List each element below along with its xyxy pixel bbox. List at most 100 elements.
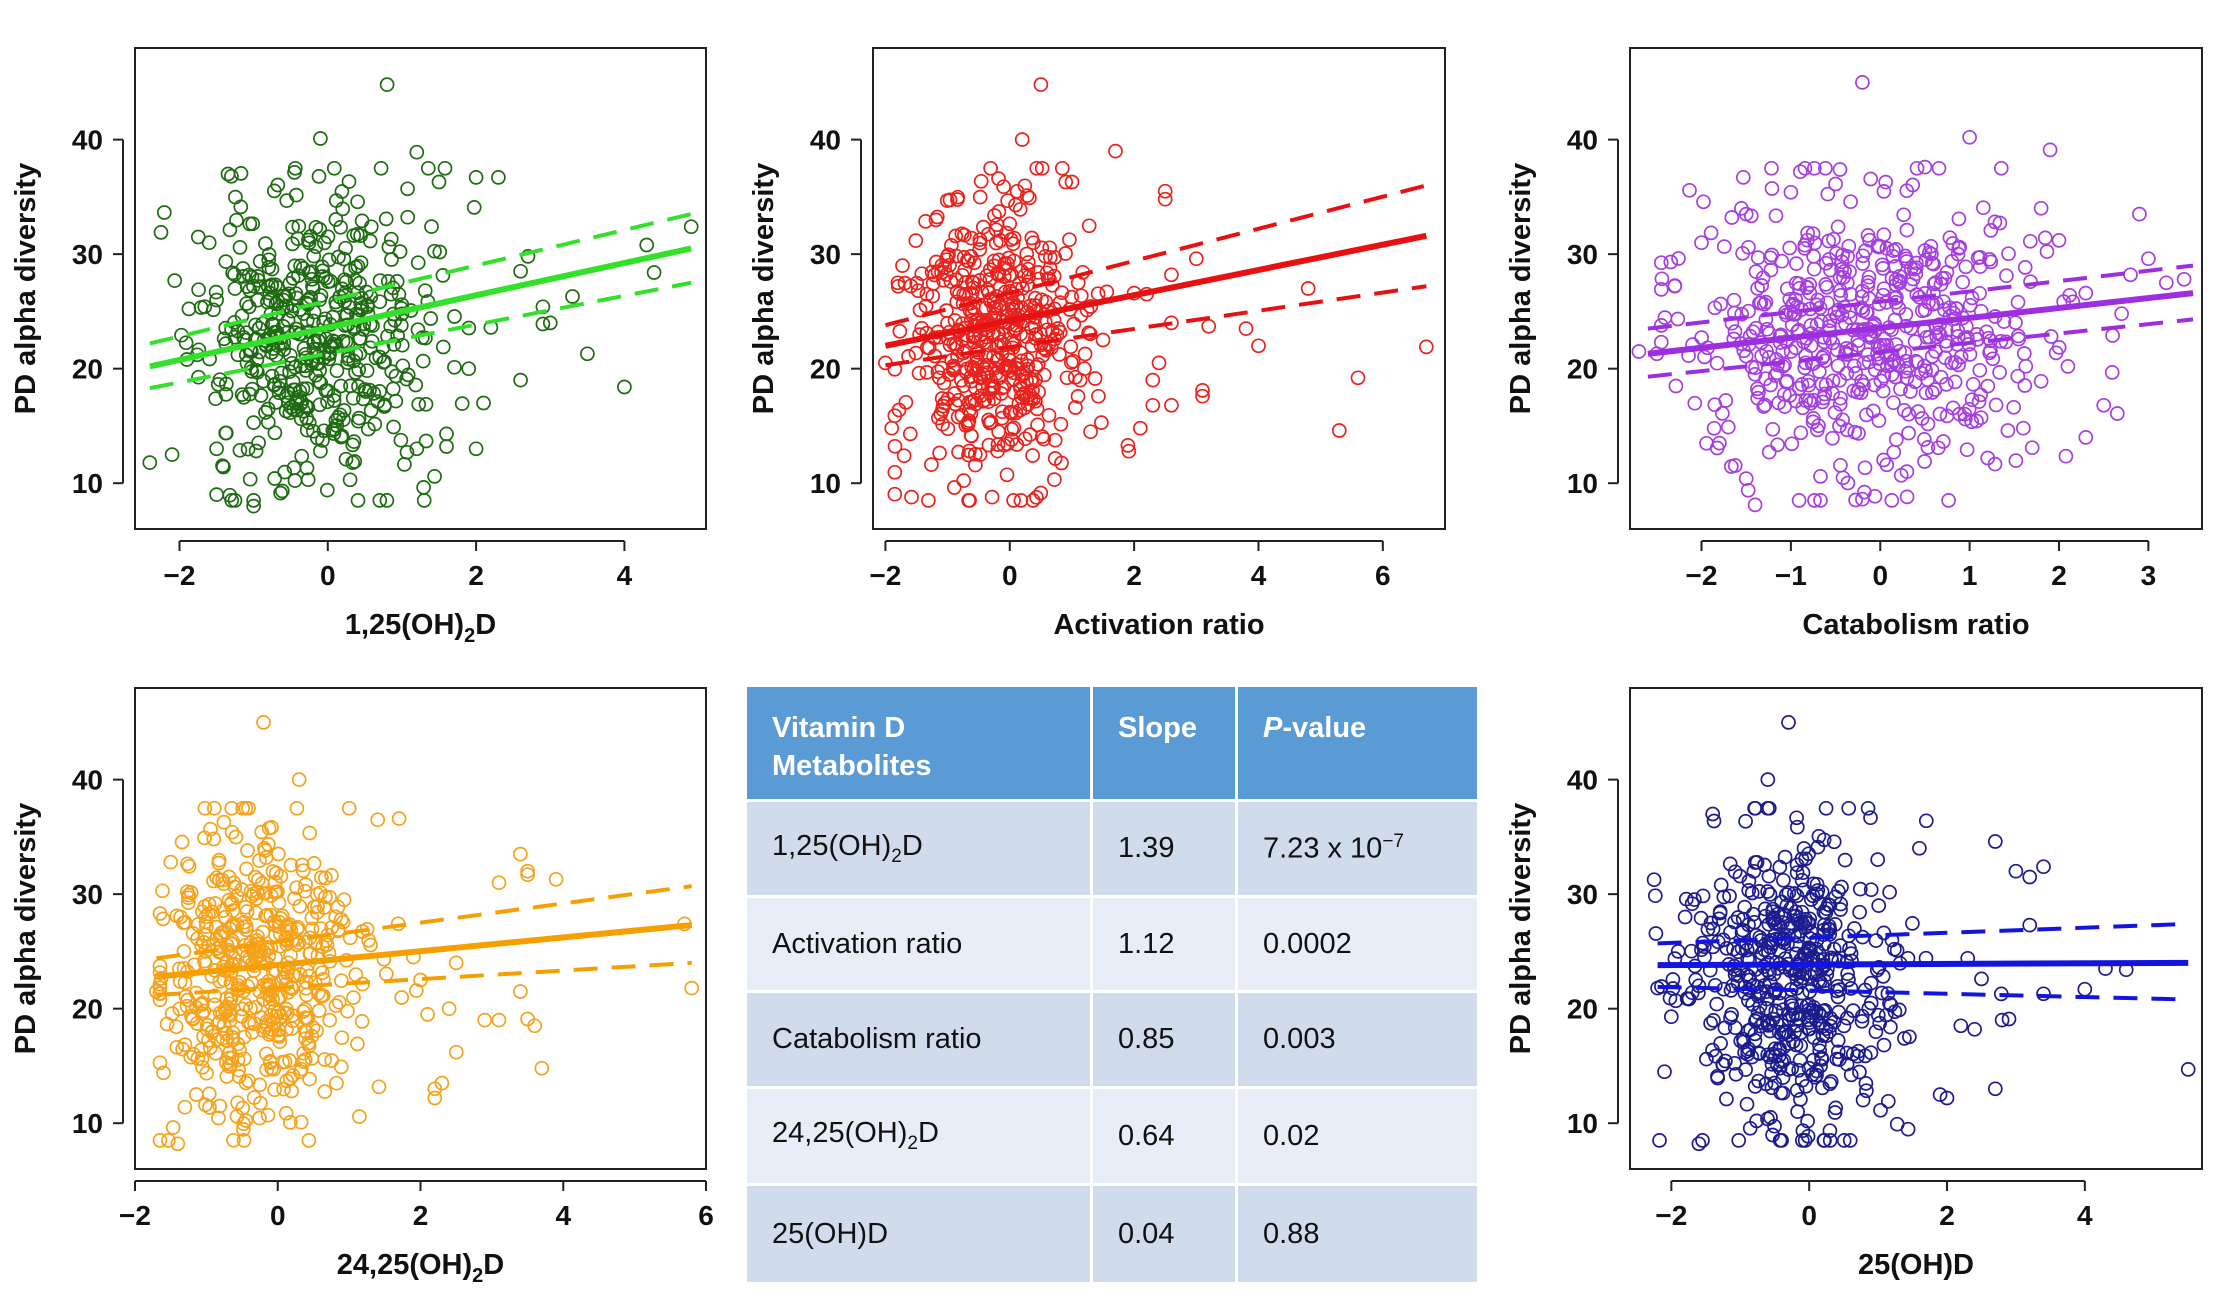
data-point <box>1870 852 1886 867</box>
data-point <box>1829 245 1844 261</box>
data-point <box>1908 266 1924 282</box>
data-point <box>1033 77 1049 92</box>
data-point <box>1803 1008 1818 1024</box>
data-point <box>1941 493 1956 508</box>
data-point <box>1195 388 1210 404</box>
data-point <box>1788 340 1804 356</box>
data-point <box>1791 1062 1807 1078</box>
data-point <box>939 193 955 208</box>
data-point <box>275 1054 290 1070</box>
data-point <box>152 906 168 921</box>
data-point <box>1083 424 1098 440</box>
data-point <box>307 975 323 991</box>
data-point <box>420 1007 435 1022</box>
data-point <box>377 397 392 413</box>
ci-upper-line <box>1657 921 2189 946</box>
data-point <box>321 345 337 361</box>
data-point <box>1722 856 1738 872</box>
data-point <box>908 233 924 248</box>
data-point <box>978 365 994 381</box>
data-point <box>334 1030 350 1046</box>
data-point <box>999 467 1015 483</box>
data-point <box>1090 286 1106 302</box>
data-point <box>333 912 349 927</box>
data-point <box>435 268 451 283</box>
data-point <box>239 949 255 964</box>
data-point <box>156 1065 171 1081</box>
x-tick-label: 4 <box>2077 1200 2093 1231</box>
data-point <box>353 302 368 318</box>
scatter-points <box>142 77 699 514</box>
data-point <box>334 184 350 199</box>
data-point <box>1818 255 1834 271</box>
data-point <box>1749 1113 1764 1129</box>
data-point <box>981 437 997 453</box>
data-point <box>1899 222 1915 238</box>
data-point <box>996 337 1012 353</box>
data-point <box>285 271 301 286</box>
data-point <box>1959 442 1975 458</box>
data-point <box>1058 174 1074 190</box>
data-point <box>2010 368 2026 384</box>
data-point <box>1709 996 1725 1012</box>
data-point <box>1789 888 1805 904</box>
x-tick-label: 0 <box>270 1200 286 1231</box>
data-point <box>1794 851 1810 867</box>
data-point <box>336 403 352 418</box>
data-point <box>1924 362 1940 378</box>
data-point <box>250 292 265 308</box>
data-point <box>258 405 273 420</box>
data-point <box>1855 491 1870 507</box>
panel-top-left: −2 0 2 4 10 20 30 40 1,25(OH)2D PD alpha diversit… <box>10 47 707 647</box>
data-point <box>1781 885 1797 901</box>
data-point <box>1803 395 1819 411</box>
data-point <box>1810 973 1826 989</box>
data-point <box>468 441 484 457</box>
cell-slope: 1.12 <box>1093 898 1235 990</box>
data-point <box>225 1032 241 1048</box>
data-point <box>1788 256 1804 271</box>
data-point <box>253 1095 268 1111</box>
data-point <box>1923 238 1939 254</box>
data-point <box>935 402 950 417</box>
data-point <box>1800 1113 1815 1129</box>
data-point <box>986 381 1001 397</box>
cell-metabolite: Activation ratio <box>747 898 1090 990</box>
data-point <box>1806 355 1822 371</box>
data-point <box>352 275 367 291</box>
data-point <box>435 339 451 355</box>
data-point <box>272 1034 288 1049</box>
data-point <box>410 255 426 271</box>
x-tick-label: 2 <box>2051 560 2067 591</box>
fit-line <box>1647 290 2194 357</box>
data-point <box>201 235 217 251</box>
data-point <box>1837 852 1853 868</box>
data-point <box>372 294 388 310</box>
data-point <box>2033 200 2049 216</box>
data-point <box>170 1136 186 1152</box>
data-point <box>338 274 354 290</box>
data-point <box>928 212 944 228</box>
data-point <box>415 353 431 369</box>
x-tick-label: −2 <box>869 560 901 591</box>
data-point <box>912 302 928 318</box>
x-axis-label: 1,25(OH)2D <box>345 609 496 647</box>
scatter-points <box>1646 715 2196 1152</box>
data-point <box>271 846 286 862</box>
data-point <box>2104 365 2120 380</box>
data-point <box>914 320 930 336</box>
data-point <box>188 1087 204 1102</box>
data-point <box>1727 864 1743 880</box>
ci-lower-line <box>1647 317 2194 379</box>
data-point <box>1027 290 1043 306</box>
data-point <box>254 824 270 840</box>
data-point <box>1157 183 1173 199</box>
data-point <box>250 929 265 944</box>
data-point <box>354 1014 370 1029</box>
data-point <box>535 316 551 332</box>
data-point <box>1094 415 1109 430</box>
data-point <box>323 273 338 289</box>
data-point <box>2010 294 2026 310</box>
data-point <box>1953 1018 1969 1034</box>
data-point <box>1876 184 1892 199</box>
